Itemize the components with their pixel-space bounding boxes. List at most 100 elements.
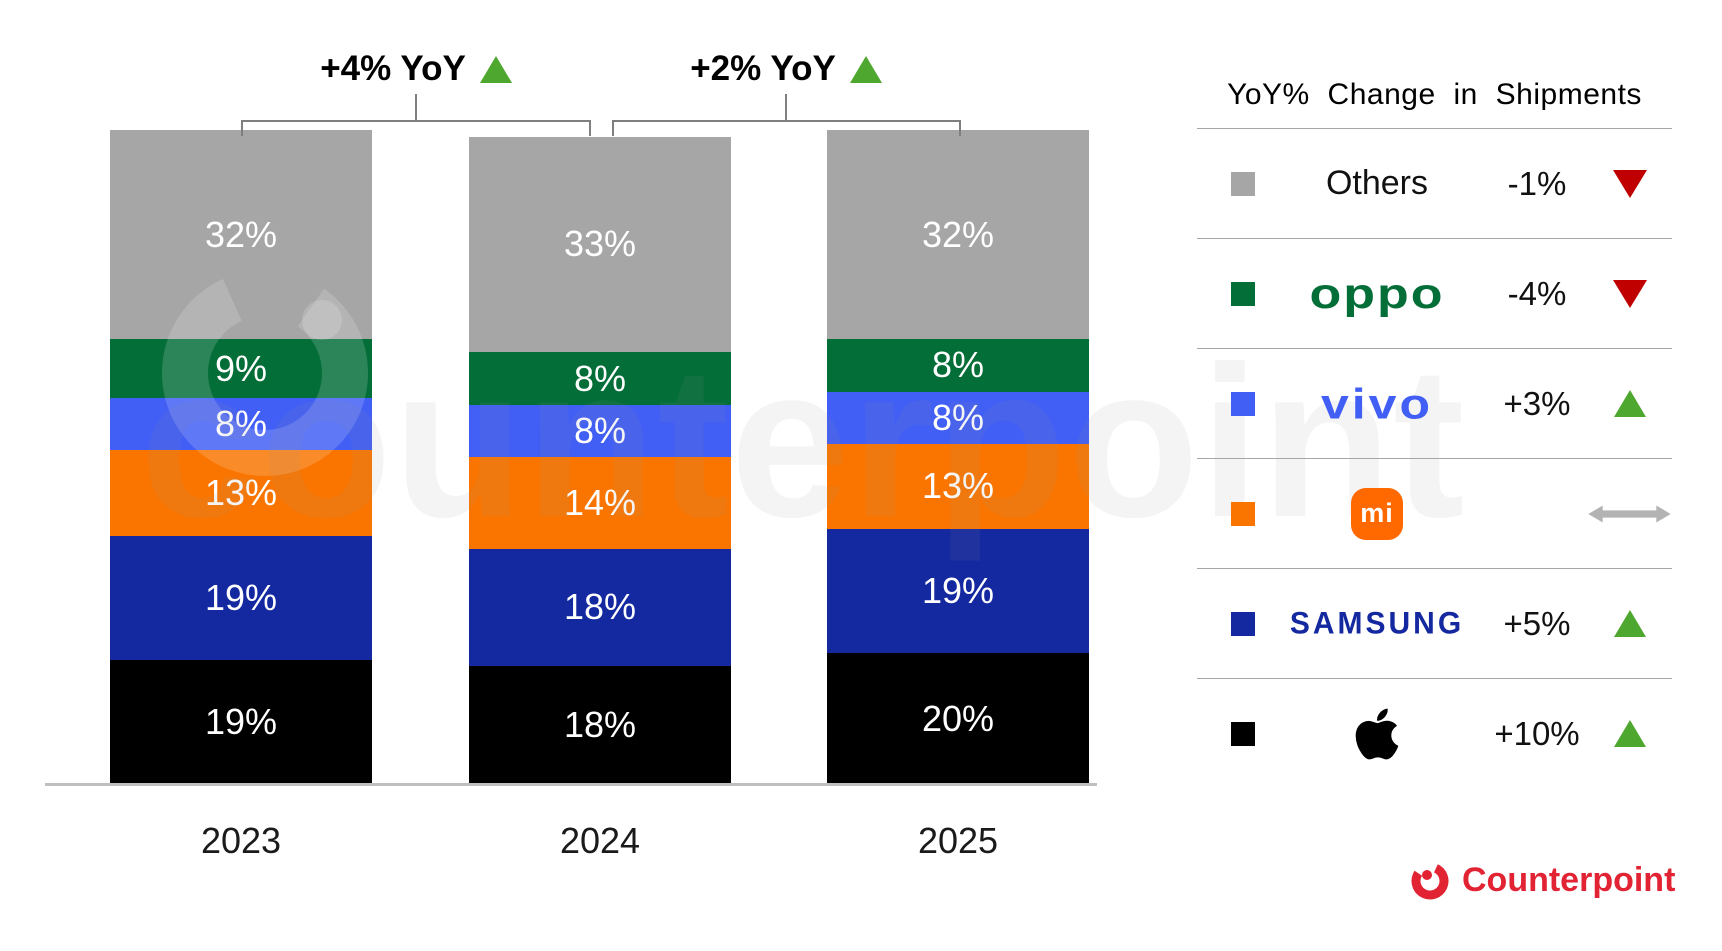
- up-triangle-icon: [479, 55, 512, 83]
- x-axis-label-2023: 2023: [200, 820, 282, 861]
- segment-oppo-2024: 8%: [469, 352, 731, 405]
- apple-trend-arrow: [1587, 720, 1672, 747]
- xiaomi-logo: mi: [1267, 487, 1487, 540]
- segment-samsung-2024: 18%: [469, 548, 731, 667]
- segment-xiaomi-2023: 13%: [110, 450, 372, 536]
- bar-2023: 19% 19% 13% 8% 9% 32%: [110, 130, 372, 784]
- down-triangle-icon: [1612, 279, 1647, 308]
- up-triangle-icon: [849, 55, 882, 83]
- oppo-swatch: [1231, 281, 1255, 306]
- segment-samsung-2023: 19%: [110, 535, 372, 660]
- oppo-wordmark: oppo: [1309, 269, 1445, 318]
- segment-value-label: 20%: [921, 697, 995, 739]
- segment-oppo-2023: 9%: [110, 339, 372, 399]
- legend-panel: YoY% Change in Shipments Others -1% oppo -4…: [1197, 62, 1672, 788]
- legend-row-vivo: vivo +3%: [1197, 348, 1672, 458]
- counterpoint-logo-text: Counterpoint: [1462, 860, 1676, 899]
- segment-vivo-2023: 8%: [110, 398, 372, 451]
- segment-value-label: 18%: [563, 586, 637, 628]
- xiaomi-mi-badge-icon: mi: [1351, 487, 1403, 540]
- up-triangle-icon: [1613, 390, 1646, 417]
- samsung-wordmark: SAMSUNG: [1289, 605, 1465, 641]
- yoy-annotation-1: +4% YoY: [246, 46, 586, 92]
- mi-badge-text: mi: [1360, 498, 1394, 528]
- vivo-trend-arrow: [1587, 390, 1672, 417]
- x-axis-line: [45, 783, 1097, 786]
- vivo-swatch: [1231, 391, 1255, 416]
- segment-xiaomi-2025: 13%: [827, 443, 1089, 529]
- xiaomi-trend-arrow: [1587, 497, 1672, 531]
- segment-others-2023: 32%: [110, 130, 372, 340]
- xiaomi-swatch: [1231, 501, 1255, 526]
- yoy-bracket-stem-2: [785, 94, 787, 120]
- legend-row-apple: +10%: [1197, 678, 1672, 788]
- segment-value-label: 19%: [921, 570, 995, 612]
- segment-value-label: 8%: [573, 409, 627, 451]
- segment-value-label: 32%: [921, 213, 995, 255]
- oppo-logo: oppo: [1267, 264, 1487, 324]
- segment-vivo-2025: 8%: [827, 391, 1089, 444]
- segment-value-label: 13%: [921, 465, 995, 507]
- apple-swatch: [1231, 721, 1255, 746]
- segment-value-label: 8%: [931, 344, 985, 386]
- others-yoy-change: -1%: [1507, 164, 1567, 202]
- others-logo: Others: [1267, 164, 1487, 203]
- segment-value-label: 18%: [563, 704, 637, 746]
- legend-title: YoY% Change in Shipments: [1227, 78, 1642, 111]
- segment-value-label: 33%: [563, 223, 637, 265]
- segment-others-2024: 33%: [469, 136, 731, 353]
- yoy-bracket-stem-1: [415, 94, 417, 120]
- segment-others-2025: 32%: [827, 130, 1089, 340]
- apple-logo-icon: [1355, 708, 1399, 759]
- segment-xiaomi-2024: 14%: [469, 457, 731, 549]
- segment-samsung-2025: 19%: [827, 528, 1089, 654]
- legend-label-text: Others: [1325, 164, 1429, 202]
- segment-value-label: 8%: [214, 403, 268, 445]
- oppo-trend-arrow: [1587, 279, 1672, 308]
- bar-2024: 18% 18% 14% 8% 8% 33%: [469, 136, 731, 784]
- others-swatch: [1231, 171, 1255, 196]
- legend-rows: Others -1% oppo -4% vivo +3% mi SAMSUNG +5% +10…: [1197, 128, 1672, 788]
- segment-value-label: 13%: [204, 471, 278, 513]
- segment-value-label: 19%: [204, 700, 278, 742]
- down-triangle-icon: [1612, 169, 1647, 198]
- segment-value-label: 14%: [563, 481, 637, 523]
- samsung-logo: SAMSUNG: [1267, 605, 1487, 641]
- samsung-yoy-change: +5%: [1503, 604, 1571, 642]
- samsung-swatch: [1231, 611, 1255, 636]
- x-axis-label-2024: 2024: [559, 820, 641, 861]
- segment-value-label: 9%: [214, 347, 268, 389]
- segment-oppo-2025: 8%: [827, 339, 1089, 392]
- segment-value-label: 32%: [204, 213, 278, 255]
- up-triangle-icon: [1613, 720, 1646, 747]
- yoy-bracket-1: [241, 120, 591, 136]
- counterpoint-logo: Counterpoint: [1408, 858, 1675, 902]
- bar-2025: 20% 19% 13% 8% 8% 32%: [827, 130, 1089, 784]
- yoy-bracket-2: [612, 120, 961, 136]
- legend-row-xiaomi: mi: [1197, 458, 1672, 568]
- segment-apple-2023: 19%: [110, 659, 372, 784]
- samsung-trend-arrow: [1587, 610, 1672, 637]
- yoy-annotation-text: +2% YoY: [690, 49, 836, 88]
- apple-yoy-change: +10%: [1494, 714, 1580, 752]
- segment-value-label: 19%: [204, 576, 278, 618]
- segment-value-label: 8%: [573, 357, 627, 399]
- segment-value-label: 8%: [931, 396, 985, 438]
- yoy-annotation-text: +4% YoY: [320, 49, 466, 88]
- others-trend-arrow: [1587, 169, 1672, 198]
- yoy-annotation-2: +2% YoY: [616, 46, 956, 92]
- up-triangle-icon: [1613, 610, 1646, 637]
- vivo-wordmark: vivo: [1320, 379, 1434, 428]
- legend-row-oppo: oppo -4%: [1197, 238, 1672, 348]
- counterpoint-logo-icon: [1411, 862, 1449, 900]
- segment-apple-2024: 18%: [469, 666, 731, 784]
- oppo-yoy-change: -4%: [1507, 274, 1567, 312]
- segment-apple-2025: 20%: [827, 653, 1089, 784]
- vivo-yoy-change: +3%: [1503, 384, 1571, 422]
- apple-logo: [1267, 705, 1487, 763]
- segment-vivo-2024: 8%: [469, 404, 731, 458]
- x-axis-label-2025: 2025: [917, 820, 999, 861]
- flat-double-arrow-icon: [1588, 505, 1671, 522]
- legend-row-samsung: SAMSUNG +5%: [1197, 568, 1672, 678]
